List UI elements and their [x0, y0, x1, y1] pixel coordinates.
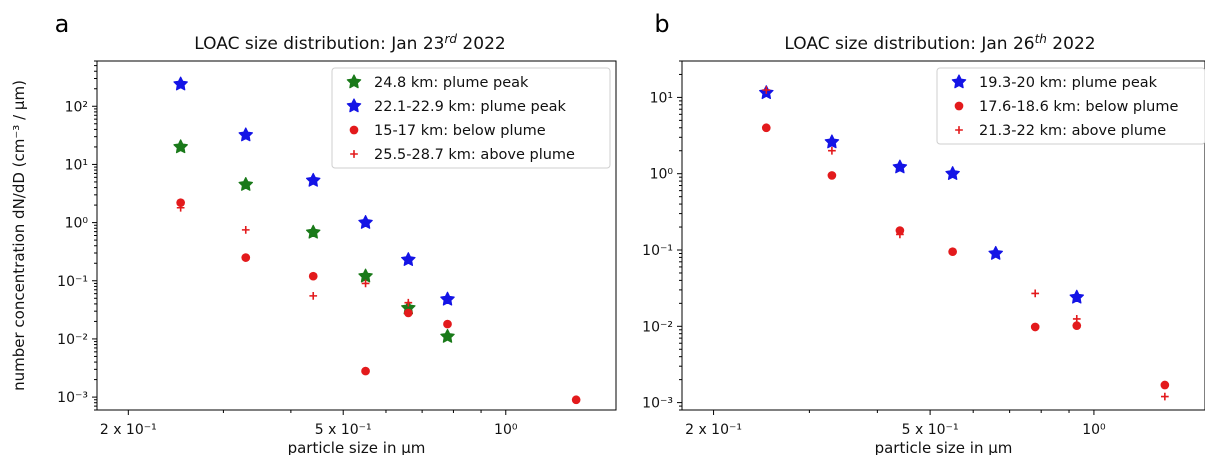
y-tick-label: 10⁻¹ — [57, 274, 88, 290]
y-tick-label: 10¹ — [650, 90, 673, 106]
legend-label: 25.5-28.7 km: above plume — [374, 147, 575, 163]
chart-panel-a: a LOAC size distribution: Jan 23rd 2022 2 … — [10, 10, 617, 455]
chart-title-year: 2022 — [457, 34, 506, 54]
data-point-series-1 — [173, 139, 188, 154]
data-point-series-2 — [1160, 380, 1170, 390]
data-point-series-2 — [401, 252, 416, 266]
data-point-series-3 — [1031, 289, 1040, 298]
x-tick-label: 5 x 10⁻¹ — [902, 422, 959, 438]
legend-label: 21.3-22 km: above plume — [979, 123, 1166, 139]
data-point-series-4 — [404, 298, 413, 307]
data-point-series-3 — [443, 319, 452, 329]
data-point-series-2 — [948, 247, 957, 257]
data-points — [759, 85, 1170, 401]
data-point-series-1 — [892, 159, 908, 174]
data-point-series-3 — [176, 198, 185, 208]
data-point-series-2 — [1030, 322, 1040, 332]
data-point-series-3 — [308, 271, 318, 281]
x-tick-label: 10⁰ — [1082, 422, 1106, 438]
data-point-series-1 — [945, 166, 960, 180]
data-point-series-3 — [361, 366, 370, 376]
y-tick-label: 10⁰ — [65, 216, 89, 232]
chart-title-superscript: rd — [444, 32, 457, 46]
chart-title-year: 2022 — [1047, 34, 1096, 54]
legend-label: 15-17 km: below plume — [374, 123, 546, 139]
data-point-series-4 — [241, 226, 250, 234]
data-point-series-3 — [896, 230, 904, 239]
x-axis-label: particle size in µm — [875, 439, 1013, 455]
chart-title-superscript: th — [1035, 32, 1047, 46]
x-tick-label: 2 x 10⁻¹ — [100, 422, 157, 438]
data-point-series-4 — [361, 279, 370, 288]
y-tick-label: 10⁻² — [642, 319, 673, 335]
data-point-series-1 — [440, 328, 455, 343]
data-point-series-3 — [1161, 392, 1169, 401]
panel-label: a — [55, 10, 70, 38]
legend-marker — [350, 150, 358, 158]
legend: 24.8 km: plume peak 22.1-22.9 km: plume p… — [331, 67, 611, 169]
panel-label: b — [654, 10, 669, 38]
legend-label: 19.3-20 km: plume peak — [979, 75, 1158, 91]
data-point-series-1 — [988, 245, 1003, 260]
y-tick-label: 10⁻³ — [57, 390, 88, 406]
legend-box — [331, 67, 611, 169]
data-point-series-4 — [309, 292, 318, 300]
x-axis-label: particle size in µm — [288, 439, 426, 455]
y-tick-label: 10² — [65, 99, 88, 115]
legend-marker — [349, 125, 359, 135]
data-point-series-2 — [173, 76, 188, 91]
legend: 19.3-20 km: plume peak 17.6-18.6 km: belo… — [936, 67, 1205, 145]
chart-title: LOAC size distribution: Jan 23rd 2022 — [194, 32, 505, 54]
data-point-series-3 — [571, 395, 581, 405]
chart-panel-b: b LOAC size distribution: Jan 26th 2022 2 … — [642, 10, 1205, 455]
data-point-series-2 — [305, 172, 321, 187]
y-tick-label: 10⁰ — [650, 167, 674, 183]
legend-marker — [954, 101, 964, 111]
x-tick-label: 2 x 10⁻¹ — [685, 422, 742, 438]
legend-box — [936, 67, 1205, 145]
data-point-series-3 — [403, 308, 413, 318]
y-tick-label: 10¹ — [65, 157, 88, 173]
legend-marker — [346, 74, 362, 89]
legend-marker — [951, 74, 967, 89]
y-tick-label: 10⁻¹ — [642, 243, 673, 259]
data-point-series-1 — [824, 134, 840, 149]
chart-title-main: LOAC size distribution: Jan 26 — [784, 34, 1034, 54]
y-tick-label: 10⁻³ — [642, 396, 673, 412]
data-point-series-3 — [1072, 315, 1081, 323]
data-point-series-2 — [895, 226, 905, 235]
data-point-series-4 — [176, 203, 185, 212]
data-point-series-2 — [440, 291, 455, 306]
data-point-series-2 — [761, 123, 771, 133]
data-point-series-2 — [827, 171, 837, 180]
data-point-series-1 — [238, 177, 254, 191]
legend-marker — [346, 98, 362, 113]
data-points — [173, 76, 581, 405]
chart-title-main: LOAC size distribution: Jan 23 — [194, 34, 444, 54]
data-point-series-2 — [1072, 321, 1082, 330]
legend-label: 17.6-18.6 km: below plume — [979, 99, 1178, 115]
data-point-series-2 — [358, 215, 373, 229]
data-point-series-3 — [828, 146, 836, 155]
plot-frame — [681, 60, 1205, 411]
legend-label: 22.1-22.9 km: plume peak — [374, 99, 567, 115]
x-tick-label: 5 x 10⁻¹ — [315, 422, 372, 438]
y-axis-label: number concentration dN/dD (cm⁻³ / µm) — [10, 80, 28, 391]
x-tick-label: 10⁰ — [494, 422, 518, 438]
data-point-series-2 — [238, 127, 254, 142]
y-tick-label: 10⁻² — [57, 332, 88, 348]
data-point-series-1 — [1069, 289, 1085, 304]
data-point-series-3 — [241, 253, 251, 262]
legend-label: 24.8 km: plume peak — [374, 75, 529, 91]
data-point-series-1 — [305, 224, 321, 239]
chart-title: LOAC size distribution: Jan 26th 2022 — [784, 32, 1095, 54]
data-point-series-3 — [762, 86, 771, 94]
legend-marker — [955, 126, 963, 134]
